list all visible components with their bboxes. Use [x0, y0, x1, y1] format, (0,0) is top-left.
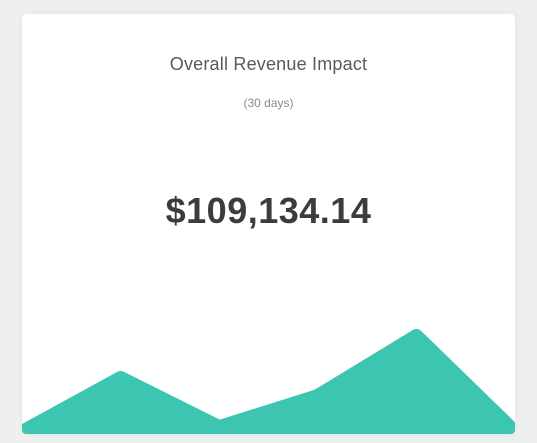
card-subtitle: (30 days) [243, 96, 294, 110]
revenue-sparkline [22, 329, 515, 434]
revenue-impact-card: Overall Revenue Impact (30 days) $109,13… [22, 14, 515, 434]
revenue-value: $109,134.14 [165, 190, 372, 231]
sparkline-area [22, 329, 515, 434]
card-title: Overall Revenue Impact [169, 54, 368, 74]
